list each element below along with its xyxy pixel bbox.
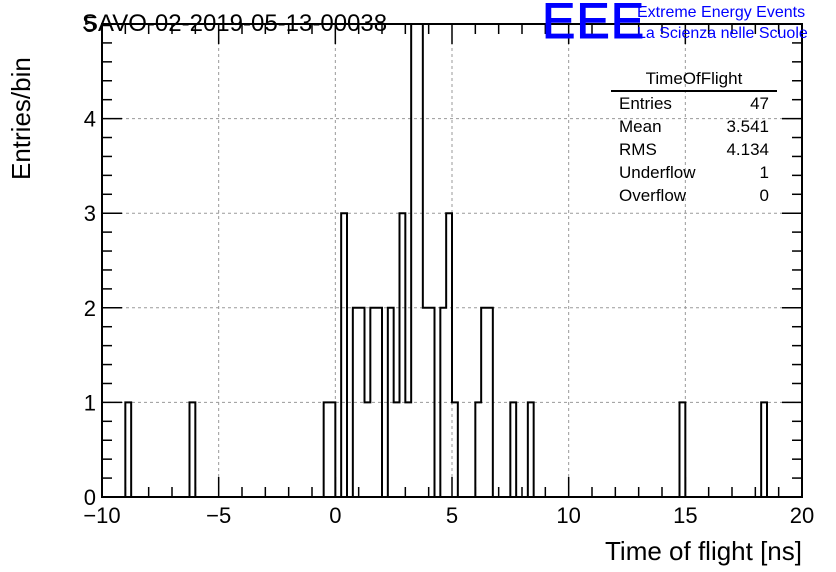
logo-caption-line2: La Scienza nelle Scuole <box>637 25 808 42</box>
stats-label: RMS <box>619 140 657 159</box>
stats-value: 3.541 <box>726 117 769 136</box>
stats-title: TimeOfFlight <box>611 68 777 92</box>
eee-logo: EEE <box>541 0 646 49</box>
y-tick-label: 2 <box>84 296 96 321</box>
y-tick-label: 5 <box>84 12 96 37</box>
x-tick-label: 10 <box>556 503 580 528</box>
y-tick-label: 0 <box>84 485 96 510</box>
x-tick-label: −5 <box>206 503 231 528</box>
stats-row: Underflow 1 <box>611 161 777 184</box>
stats-label: Overflow <box>619 186 687 205</box>
x-tick-label: 5 <box>446 503 458 528</box>
y-tick-label: 1 <box>84 390 96 415</box>
x-tick-label: 0 <box>329 503 341 528</box>
stats-row: Mean 3.541 <box>611 115 777 138</box>
x-tick-labels: −10 −5 0 5 10 15 20 <box>83 503 814 528</box>
x-tick-label: 15 <box>673 503 697 528</box>
stats-label: Mean <box>619 117 662 136</box>
stats-value: 4.134 <box>726 140 769 159</box>
stats-box: TimeOfFlight Entries 47 Mean 3.541 RMS 4… <box>611 68 777 207</box>
y-tick-label: 3 <box>84 201 96 226</box>
logo-caption-line1: Extreme Energy Events <box>637 4 806 21</box>
stats-value: 47 <box>750 94 769 113</box>
axis-ticks <box>101 23 803 498</box>
stats-value: 1 <box>759 163 769 182</box>
x-axis-title: Time of flight [ns] <box>605 536 802 566</box>
stats-value: 0 <box>759 186 769 205</box>
x-tick-label: 20 <box>790 503 814 528</box>
stats-row: Entries 47 <box>611 92 777 115</box>
stats-row: RMS 4.134 <box>611 138 777 161</box>
x-tick-label: −10 <box>83 503 120 528</box>
y-axis-title: Entries/bin <box>6 57 36 180</box>
stats-label: Entries <box>619 94 672 113</box>
page-title: SAVO-02-2019-05-13-00038 <box>82 10 388 37</box>
y-tick-label: 4 <box>84 107 96 132</box>
y-tick-labels: 0 1 2 3 4 5 <box>84 12 96 510</box>
stats-row: Overflow 0 <box>611 184 777 207</box>
stats-label: Underflow <box>619 163 696 182</box>
